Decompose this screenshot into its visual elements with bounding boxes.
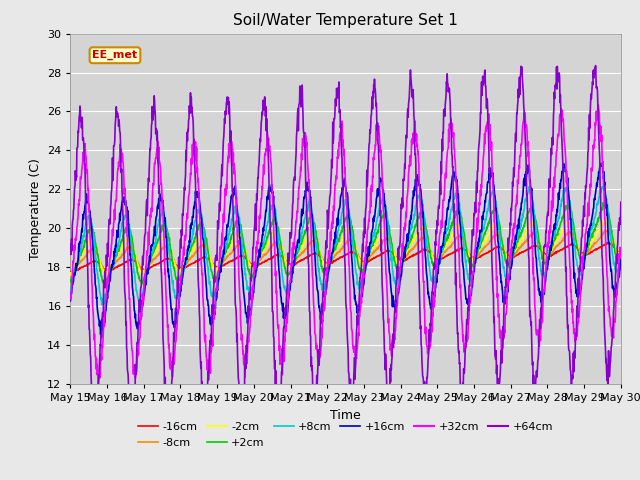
X-axis label: Time: Time <box>330 408 361 421</box>
Title: Soil/Water Temperature Set 1: Soil/Water Temperature Set 1 <box>233 13 458 28</box>
Text: EE_met: EE_met <box>92 50 138 60</box>
Legend: -16cm, -8cm, -2cm, +2cm, +8cm, +16cm, +32cm, +64cm: -16cm, -8cm, -2cm, +2cm, +8cm, +16cm, +3… <box>134 418 557 452</box>
Y-axis label: Temperature (C): Temperature (C) <box>29 158 42 260</box>
